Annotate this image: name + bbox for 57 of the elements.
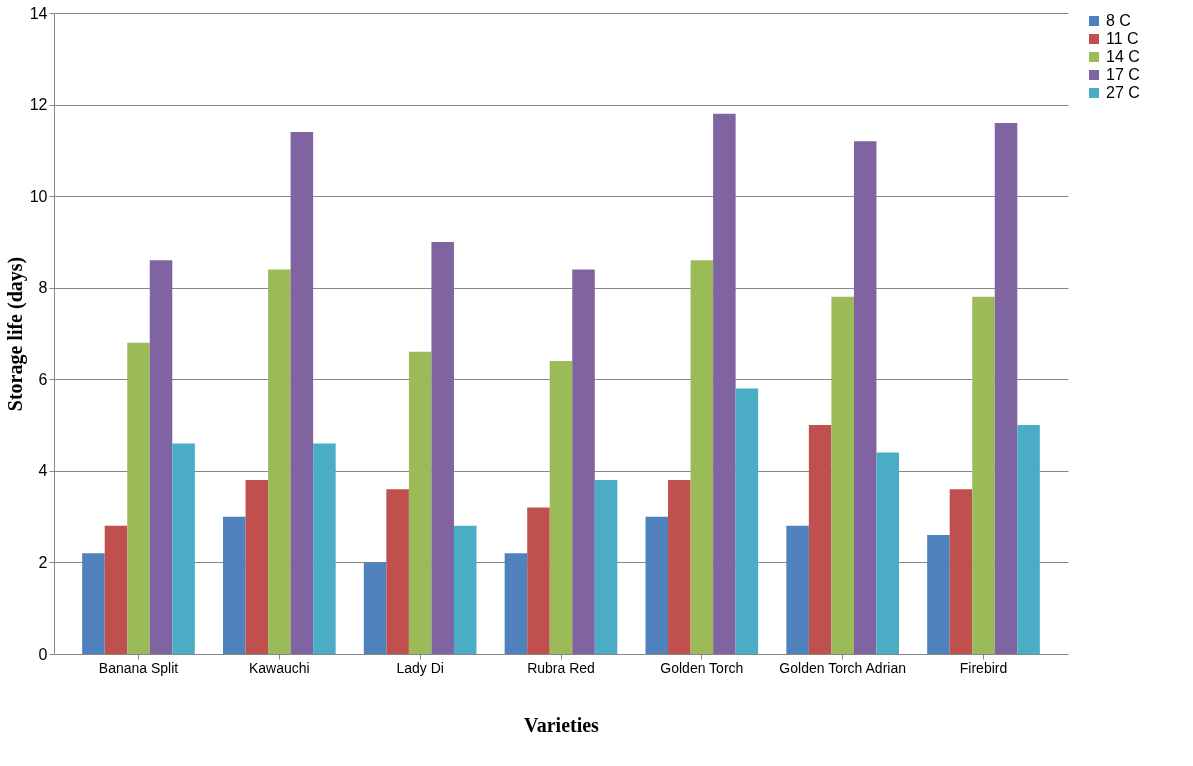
x-tick-label: Lady Di: [396, 659, 444, 676]
bar: [172, 443, 195, 654]
y-tick-label: 4: [38, 462, 48, 480]
bar: [549, 360, 573, 654]
y-tick-label: 6: [38, 370, 48, 388]
y-tick-label: 8: [38, 279, 48, 297]
bar: [645, 516, 669, 654]
x-tick-label: Kawauchi: [248, 659, 310, 676]
bar: [735, 388, 759, 654]
bar: [290, 132, 314, 654]
bar: [594, 480, 618, 654]
bar: [527, 507, 550, 654]
bar: [668, 480, 691, 654]
bar: [82, 553, 105, 654]
bar: [313, 443, 336, 654]
bar: [431, 241, 454, 654]
bar: [572, 269, 595, 654]
bar: [386, 489, 409, 654]
bar: [690, 260, 714, 654]
bar: [363, 562, 387, 654]
bar: [245, 480, 269, 654]
bar: [808, 425, 832, 654]
bar: [786, 525, 809, 654]
bar: [268, 269, 291, 654]
bar: [853, 141, 877, 654]
bar: [104, 525, 128, 654]
y-tick-label: 2: [38, 553, 48, 571]
bar: [223, 516, 246, 654]
x-tick-label: Golden Torch Adrian: [779, 659, 906, 676]
x-tick-label: Rubra Red: [527, 659, 595, 676]
bar: [876, 452, 899, 654]
x-tick-label: Banana Split: [98, 659, 179, 676]
legend-label: 27 C: [1106, 84, 1140, 101]
bar: [408, 351, 432, 654]
x-tick-label: Golden Torch: [660, 659, 744, 676]
x-tick-label: Firebird: [959, 659, 1008, 676]
bar: [949, 489, 973, 654]
bar: [994, 122, 1018, 654]
y-axis-title: Storage life (days): [3, 256, 27, 412]
bar: [504, 553, 528, 654]
legend-label: 14 C: [1106, 48, 1140, 65]
bar: [713, 113, 736, 654]
bar: [149, 260, 173, 654]
legend-label: 17 C: [1106, 66, 1140, 83]
y-tick-label: 10: [29, 187, 48, 205]
bar: [927, 534, 950, 654]
bar: [831, 296, 854, 654]
legend-label: 11 C: [1106, 30, 1139, 47]
legend-label: 8 C: [1106, 12, 1131, 29]
bar: [972, 296, 995, 654]
x-axis-title: Varieties: [524, 713, 600, 736]
y-tick-label: 14: [29, 4, 48, 22]
bar: [127, 342, 150, 654]
bar: [453, 525, 477, 654]
y-tick-label: 12: [29, 96, 48, 114]
bar: [1017, 425, 1040, 654]
y-tick-label: 0: [38, 645, 48, 663]
